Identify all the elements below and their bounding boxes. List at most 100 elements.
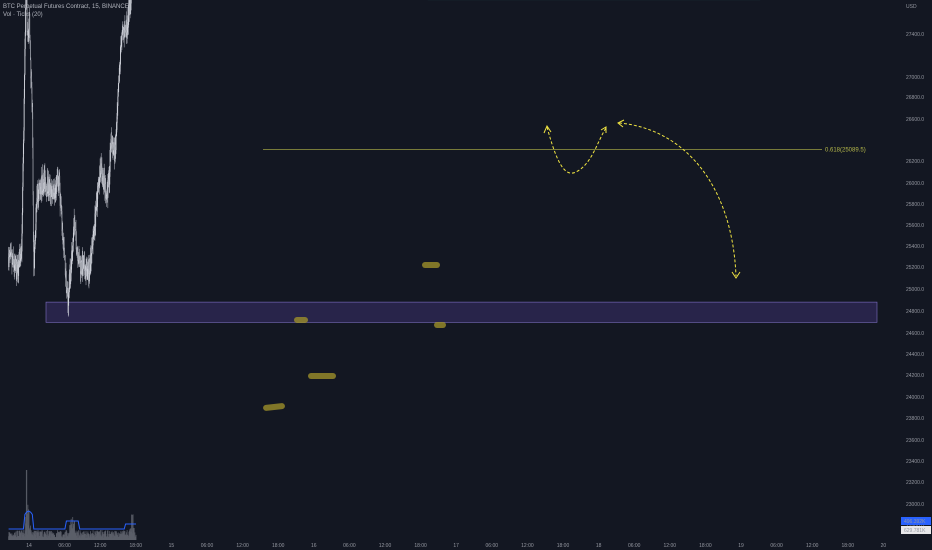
- candle-body-84: [39, 186, 41, 195]
- time-tick-label: 18:00: [842, 543, 855, 549]
- candle-body-52: [27, 31, 29, 42]
- time-tick-label: 12:00: [94, 543, 107, 549]
- candle-body-157: [66, 289, 68, 293]
- volume-bar-49: [26, 470, 28, 540]
- volume-bar-336: [132, 514, 134, 540]
- time-tick-label: 06:00: [770, 543, 783, 549]
- candle-body-27: [18, 259, 20, 276]
- volume-bar-184: [76, 535, 78, 540]
- candle-body-213: [87, 267, 88, 280]
- candle-body-78: [37, 185, 38, 190]
- time-tick-label: 18: [596, 543, 602, 549]
- candle-body-73: [35, 230, 37, 239]
- candle-body-62: [31, 76, 33, 88]
- candle-body-276: [110, 143, 112, 153]
- candle-body-131: [56, 176, 58, 184]
- candle-body-273: [109, 171, 111, 185]
- candle-body-321: [127, 26, 128, 33]
- candle-body-186: [77, 250, 78, 253]
- volume-bar-233: [94, 531, 96, 540]
- candle-body-58: [29, 40, 31, 44]
- candle-body-320: [126, 15, 128, 33]
- volume-bar-41: [23, 530, 25, 540]
- candle-body-53: [27, 37, 29, 42]
- candle-body-139: [59, 190, 61, 206]
- candle-body-70: [34, 246, 35, 269]
- volume-bar-142: [60, 532, 62, 540]
- candle-body-262: [105, 183, 107, 199]
- candle-body-296: [117, 92, 119, 97]
- candle-body-160: [67, 296, 69, 306]
- volume-indicator-legend[interactable]: Vol · Ticks (20): [3, 12, 43, 18]
- price-tick-label: 25200.0: [906, 265, 924, 271]
- time-tick-label: 14: [26, 543, 32, 549]
- candle-body-116: [51, 185, 53, 197]
- volume-bar-207: [84, 534, 86, 540]
- candle-body-132: [57, 176, 58, 179]
- candle-body-288: [114, 144, 116, 154]
- candle-body-290: [115, 136, 117, 151]
- candle-body-99: [44, 171, 46, 188]
- volume-bar-20: [15, 531, 17, 540]
- price-tick-label: 24400.0: [906, 352, 924, 358]
- volume-label-badge-0[interactable]: [901, 517, 931, 525]
- candle-body-313: [124, 36, 125, 38]
- candle-body-217: [88, 269, 90, 282]
- candle-body-120: [52, 189, 54, 197]
- candle-body-245: [98, 180, 100, 186]
- zone-support[interactable]: [45, 301, 878, 323]
- projection-path-down[interactable]: [618, 122, 737, 277]
- candle-body-80: [37, 199, 39, 203]
- candle-body-64: [31, 106, 33, 113]
- volume-bar-34: [20, 530, 22, 540]
- candle-body-314: [124, 25, 126, 37]
- volume-bar-341: [134, 532, 136, 540]
- highlight-marker-0[interactable]: [294, 317, 308, 323]
- candle-body-283: [112, 147, 114, 151]
- volume-layer: [8, 470, 137, 540]
- price-axis[interactable]: 27400.0 27000.0 26800.0 26600.0 26200.0 26000…: [901, 0, 931, 534]
- volume-bar-332: [131, 514, 133, 540]
- price-tick-label: 27400.0: [906, 32, 924, 38]
- candle-body-93: [42, 174, 44, 191]
- candle-body-302: [120, 47, 121, 65]
- candle-body-90: [41, 176, 43, 191]
- volume-bar-55: [28, 511, 30, 540]
- candle-body-173: [72, 245, 74, 253]
- candle-body-8: [11, 253, 13, 256]
- candle-body-241: [97, 185, 99, 192]
- candle-body-38: [22, 186, 24, 213]
- time-axis[interactable]: 14 06:00 12:00 18:00 15 06:00 12:00 18:00 16 06:0…: [26, 543, 886, 549]
- candles-layer: [8, 0, 132, 317]
- candle-body-151: [64, 248, 65, 258]
- candle-body-189: [78, 261, 80, 263]
- candle-body-19: [15, 259, 17, 268]
- candle-body-307: [121, 29, 123, 33]
- time-tick-label: 12:00: [521, 543, 534, 549]
- candle-body-130: [56, 183, 58, 192]
- price-tick-label: 25800.0: [906, 202, 924, 208]
- candle-body-331: [130, 0, 132, 4]
- candle-body-191: [78, 252, 80, 259]
- highlight-marker-1[interactable]: [308, 373, 336, 379]
- candle-body-172: [71, 252, 73, 261]
- candle-body-72: [34, 238, 36, 245]
- highlight-marker-4[interactable]: [263, 403, 286, 411]
- time-tick-label: 20: [881, 543, 887, 549]
- candle-body-46: [25, 7, 27, 33]
- candle-body-134: [57, 184, 59, 187]
- candle-body-306: [121, 32, 123, 41]
- candle-body-118: [51, 186, 53, 196]
- volume-label-badge-1[interactable]: [901, 526, 931, 534]
- highlight-marker-2[interactable]: [422, 262, 440, 268]
- volume-label-0: 496.392K: [904, 519, 926, 525]
- candle-body-226: [91, 237, 93, 242]
- candle-body-259: [104, 173, 105, 184]
- candle-body-279: [111, 143, 113, 148]
- projection-path-dip[interactable]: [546, 126, 607, 174]
- candle-body-138: [59, 175, 61, 191]
- highlight-marker-3[interactable]: [434, 322, 446, 328]
- price-tick-label: 27000.0: [906, 75, 924, 81]
- volume-label-1: 629.781K: [904, 528, 926, 534]
